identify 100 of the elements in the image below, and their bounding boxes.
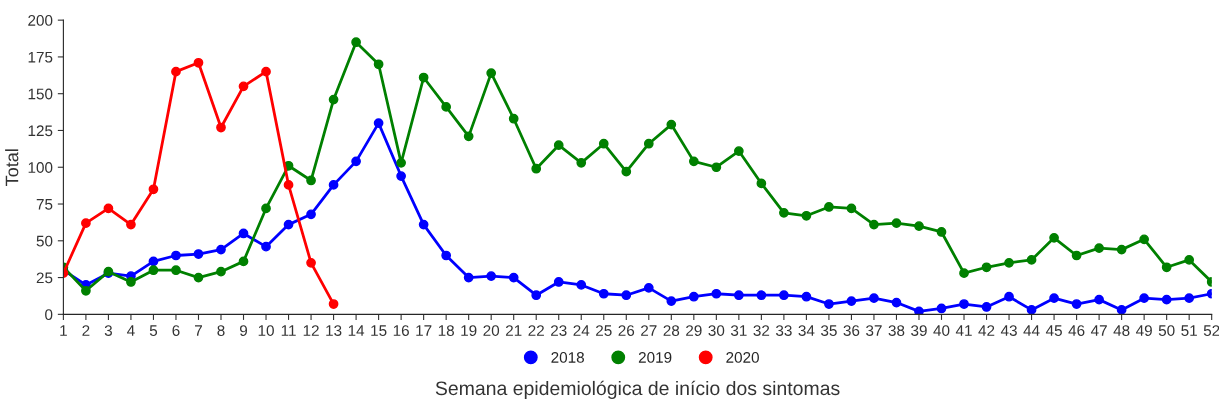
point <box>126 219 136 230</box>
x-tick-label: 19 <box>461 325 477 336</box>
x-tick-label: 44 <box>1023 325 1040 336</box>
point <box>351 156 361 167</box>
point <box>418 219 429 230</box>
point <box>711 288 722 299</box>
point <box>441 102 452 112</box>
point <box>171 250 181 261</box>
x-tick-label: 49 <box>1135 325 1152 336</box>
point <box>171 265 181 276</box>
point <box>666 296 677 306</box>
x-tick-label: 16 <box>393 325 409 336</box>
point <box>328 180 339 190</box>
point <box>261 203 271 214</box>
x-tick-label: 50 <box>1158 325 1175 336</box>
x-tick-label: 47 <box>1090 325 1107 336</box>
x-tick-label: 22 <box>528 325 544 336</box>
legend-label: 2018 <box>551 352 584 363</box>
y-tick-label: 175 <box>28 51 53 63</box>
point <box>576 157 587 168</box>
x-axis-title: Semana epidemiológica de início dos sintomas <box>435 380 840 400</box>
x-tick-label: 21 <box>505 325 522 336</box>
x-tick-label: 33 <box>775 325 792 336</box>
point <box>261 66 271 77</box>
point <box>756 178 767 189</box>
point <box>1004 291 1014 302</box>
point <box>486 271 497 281</box>
x-tick-label: 34 <box>798 325 815 336</box>
point <box>283 180 294 190</box>
x-tick-label: 25 <box>596 325 612 336</box>
point <box>801 210 812 221</box>
x-tick-label: 10 <box>258 325 274 336</box>
x-tick-label: 1 <box>60 325 67 336</box>
x-tick-label: 23 <box>551 325 567 336</box>
point <box>103 203 114 214</box>
point <box>824 202 834 212</box>
point <box>846 296 857 306</box>
x-tick-label: 48 <box>1113 325 1130 336</box>
y-axis-title: Total <box>5 149 19 186</box>
legend-label: 2020 <box>726 352 759 363</box>
y-tick-label: 0 <box>45 309 53 321</box>
point <box>351 37 361 48</box>
point <box>1049 293 1059 304</box>
point <box>1116 305 1127 315</box>
point <box>598 138 609 149</box>
point <box>621 290 632 301</box>
point <box>576 280 587 290</box>
point <box>914 221 924 231</box>
x-tick-label: 30 <box>708 325 725 336</box>
point <box>1049 232 1059 243</box>
y-tick-label: 25 <box>36 272 53 284</box>
x-tick-label: 39 <box>911 325 927 336</box>
point <box>216 122 226 133</box>
x-tick-label: 40 <box>933 325 950 336</box>
x-tick-label: 41 <box>955 325 972 336</box>
point <box>463 131 474 142</box>
point <box>688 156 699 167</box>
point <box>801 291 812 302</box>
point <box>1184 293 1195 304</box>
point <box>306 175 316 186</box>
point <box>81 285 91 296</box>
point <box>711 162 722 173</box>
point <box>193 249 204 259</box>
point <box>1161 262 1172 273</box>
point <box>891 218 902 229</box>
x-tick-label: 6 <box>172 325 180 336</box>
point <box>81 218 91 229</box>
point <box>553 277 564 287</box>
x-tick-label: 24 <box>573 325 590 336</box>
x-tick-label: 38 <box>888 325 905 336</box>
x-tick-label: 8 <box>217 325 225 336</box>
point <box>1139 293 1150 304</box>
x-tick-label: 4 <box>127 325 135 336</box>
point <box>508 272 519 283</box>
point <box>441 250 452 261</box>
x-tick-label: 46 <box>1068 325 1085 336</box>
x-tick-label: 3 <box>104 325 112 336</box>
point <box>261 241 271 252</box>
x-tick-label: 51 <box>1181 325 1197 336</box>
point <box>1094 294 1104 305</box>
y-tick-label: 150 <box>28 88 53 100</box>
point <box>306 257 316 268</box>
point <box>936 303 947 314</box>
x-tick-label: 15 <box>371 325 387 336</box>
point <box>869 219 879 230</box>
point <box>824 299 834 309</box>
point <box>1071 299 1082 309</box>
x-tick-label: 12 <box>303 325 319 336</box>
point <box>936 227 947 237</box>
x-tick-label: 35 <box>821 325 837 336</box>
point <box>486 68 497 78</box>
point <box>846 203 857 214</box>
point <box>396 157 406 168</box>
point <box>193 57 204 68</box>
point <box>733 290 744 301</box>
x-tick-label: 45 <box>1045 325 1062 336</box>
point <box>756 290 767 301</box>
x-tick-label: 13 <box>326 325 342 336</box>
point <box>328 94 339 105</box>
x-tick-label: 29 <box>686 325 702 336</box>
